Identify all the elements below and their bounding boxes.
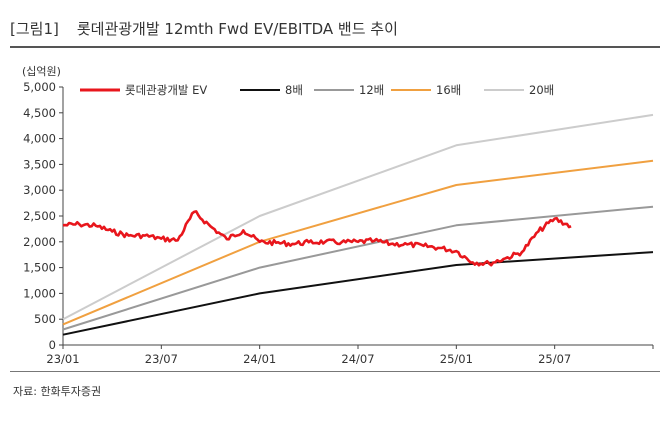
series-line-4 xyxy=(62,113,654,321)
y-tick-label: 1,000 xyxy=(23,286,56,300)
y-tick-label: 5,000 xyxy=(23,80,56,94)
y-tick-label: 3,000 xyxy=(23,183,56,197)
x-tick-label: 24/01 xyxy=(243,352,276,366)
x-tick-label: 25/01 xyxy=(440,352,473,366)
legend-label: 8배 xyxy=(285,83,303,97)
x-tick-label: 24/07 xyxy=(341,352,374,366)
y-tick-label: 2,500 xyxy=(23,209,56,223)
legend: 롯데관광개발 EV 8배 12배 16배 20배 xyxy=(80,83,554,97)
source-note: 자료: 한화투자증권 xyxy=(13,385,102,398)
figure-title-text: 롯데관광개발 12mth Fwd EV/EBITDA 밴드 추이 xyxy=(76,20,398,38)
axes: 0 500 1,000 1,500 2,000 2,500 3,000 3,500 4,000 4… xyxy=(23,80,654,366)
figure-title: [그림1] 롯데관광개발 12mth Fwd EV/EBITDA 밴드 추이 xyxy=(10,18,398,39)
x-tick-label: 25/07 xyxy=(538,352,571,366)
series-line-3 xyxy=(62,159,654,326)
y-tick-label: 0 xyxy=(49,338,56,352)
series-line-2 xyxy=(62,205,654,331)
y-tick-label: 3,500 xyxy=(23,157,56,171)
top-rule xyxy=(10,46,660,48)
x-tick-label: 23/07 xyxy=(145,352,178,366)
legend-label: 16배 xyxy=(436,83,461,97)
y-tick-label: 500 xyxy=(34,312,56,326)
legend-label: 롯데관광개발 EV xyxy=(125,83,207,97)
y-axis-unit: (십억원) xyxy=(22,65,61,78)
series-line-1 xyxy=(62,251,654,336)
legend-label: 12배 xyxy=(359,83,384,97)
y-tick-label: 4,000 xyxy=(23,132,56,146)
figure-label: [그림1] xyxy=(10,20,59,38)
y-tick-label: 1,500 xyxy=(23,261,56,275)
y-tick-label: 2,000 xyxy=(23,235,56,249)
y-tick-label: 4,500 xyxy=(23,106,56,120)
legend-label: 20배 xyxy=(529,83,554,97)
series-lines xyxy=(62,113,654,336)
x-tick-label: 23/01 xyxy=(46,352,79,366)
series-line-0 xyxy=(62,210,572,267)
bottom-rule xyxy=(10,371,660,372)
